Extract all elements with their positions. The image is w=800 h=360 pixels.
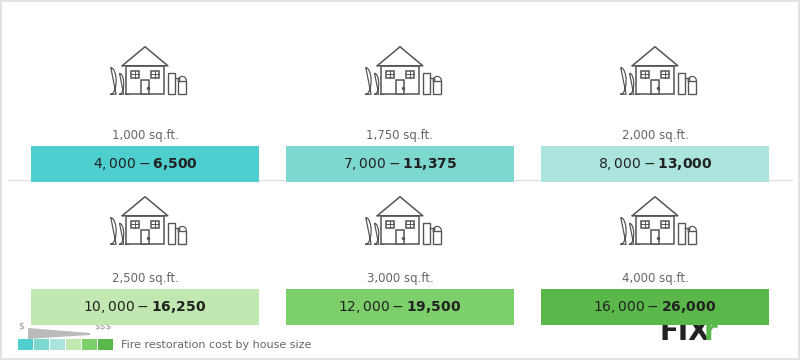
FancyBboxPatch shape [661, 71, 670, 78]
FancyBboxPatch shape [661, 220, 670, 228]
Text: 1,750 sq.ft.: 1,750 sq.ft. [366, 129, 434, 142]
FancyBboxPatch shape [641, 71, 649, 78]
Text: $$$: $$$ [94, 321, 111, 330]
FancyBboxPatch shape [651, 80, 659, 94]
Text: FIX: FIX [660, 318, 710, 346]
FancyBboxPatch shape [34, 339, 49, 350]
FancyBboxPatch shape [178, 231, 186, 244]
FancyBboxPatch shape [66, 339, 81, 350]
Text: $12,000 - $19,500: $12,000 - $19,500 [338, 299, 462, 315]
FancyBboxPatch shape [678, 73, 685, 94]
FancyBboxPatch shape [688, 231, 697, 244]
FancyBboxPatch shape [386, 220, 394, 228]
FancyBboxPatch shape [651, 230, 659, 244]
FancyBboxPatch shape [678, 223, 685, 244]
FancyBboxPatch shape [141, 80, 149, 94]
FancyBboxPatch shape [151, 220, 159, 228]
FancyBboxPatch shape [98, 339, 113, 350]
Text: $4,000 - $6,500: $4,000 - $6,500 [93, 156, 198, 172]
FancyBboxPatch shape [396, 230, 404, 244]
FancyBboxPatch shape [50, 339, 65, 350]
FancyBboxPatch shape [82, 339, 97, 350]
FancyBboxPatch shape [381, 216, 419, 244]
FancyBboxPatch shape [433, 81, 442, 94]
Text: r: r [704, 318, 718, 346]
FancyBboxPatch shape [636, 216, 674, 244]
FancyBboxPatch shape [381, 66, 419, 94]
FancyBboxPatch shape [541, 289, 769, 325]
FancyBboxPatch shape [130, 71, 139, 78]
Text: $16,000 - $26,000: $16,000 - $26,000 [594, 299, 717, 315]
Text: 2,000 sq.ft.: 2,000 sq.ft. [622, 129, 689, 142]
Text: Fire restoration cost by house size: Fire restoration cost by house size [121, 339, 311, 350]
Text: $7,000 - $11,375: $7,000 - $11,375 [343, 156, 457, 172]
Text: 1,000 sq.ft.: 1,000 sq.ft. [111, 129, 178, 142]
FancyBboxPatch shape [422, 73, 430, 94]
Polygon shape [28, 328, 90, 339]
FancyBboxPatch shape [286, 146, 514, 182]
FancyBboxPatch shape [433, 231, 442, 244]
FancyBboxPatch shape [168, 73, 174, 94]
FancyBboxPatch shape [126, 216, 164, 244]
FancyBboxPatch shape [396, 80, 404, 94]
FancyBboxPatch shape [151, 71, 159, 78]
FancyBboxPatch shape [31, 289, 259, 325]
Text: $: $ [18, 321, 24, 330]
FancyBboxPatch shape [641, 220, 649, 228]
FancyBboxPatch shape [422, 223, 430, 244]
FancyBboxPatch shape [178, 81, 186, 94]
FancyBboxPatch shape [406, 220, 414, 228]
FancyBboxPatch shape [31, 146, 259, 182]
FancyBboxPatch shape [130, 220, 139, 228]
FancyBboxPatch shape [636, 66, 674, 94]
FancyBboxPatch shape [406, 71, 414, 78]
FancyBboxPatch shape [386, 71, 394, 78]
FancyBboxPatch shape [126, 66, 164, 94]
FancyBboxPatch shape [141, 230, 149, 244]
Text: $8,000 - $13,000: $8,000 - $13,000 [598, 156, 712, 172]
Text: 2,500 sq.ft.: 2,500 sq.ft. [111, 272, 178, 285]
FancyBboxPatch shape [541, 146, 769, 182]
Text: 3,000 sq.ft.: 3,000 sq.ft. [366, 272, 434, 285]
Text: 4,000 sq.ft.: 4,000 sq.ft. [622, 272, 689, 285]
FancyBboxPatch shape [286, 289, 514, 325]
FancyBboxPatch shape [688, 81, 697, 94]
FancyBboxPatch shape [168, 223, 174, 244]
FancyBboxPatch shape [18, 339, 33, 350]
Text: $10,000 - $16,250: $10,000 - $16,250 [83, 299, 206, 315]
